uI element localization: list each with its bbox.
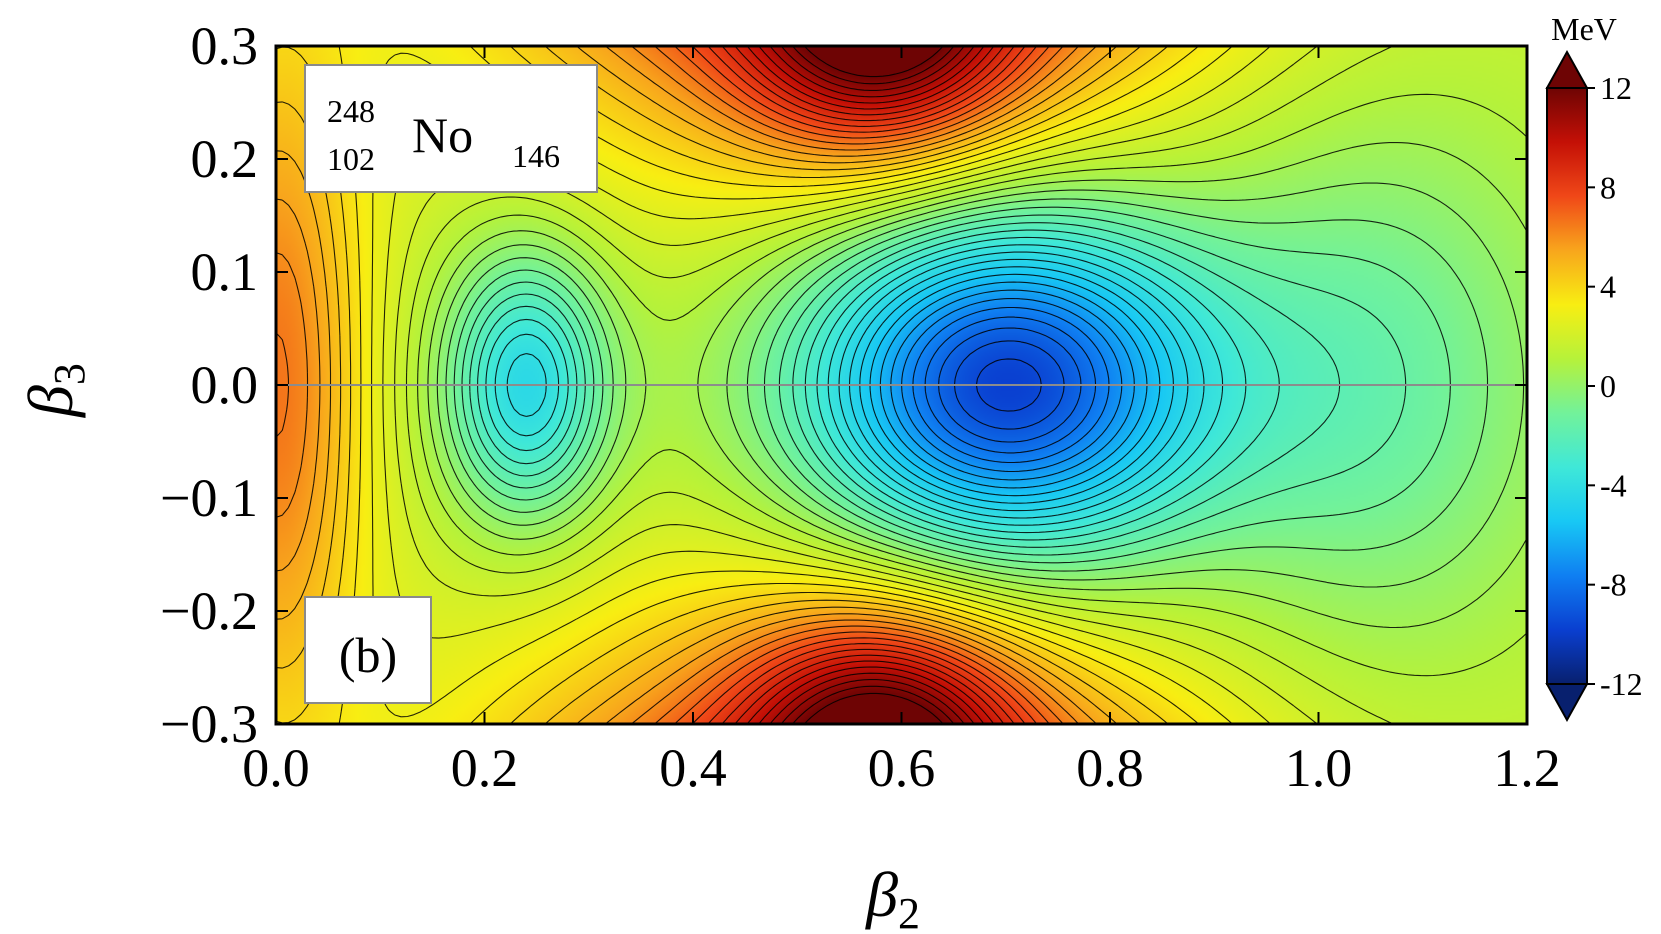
x-axis-ticks: 0.0 0.2 0.4 0.6 0.8 1.0 1.2 — [242, 46, 1561, 798]
colorbar-tick-label: 0 — [1600, 368, 1616, 404]
x-tick-label: 0.2 — [451, 738, 519, 798]
colorbar-tick-label: -8 — [1600, 567, 1627, 603]
svg-text:β2: β2 — [864, 859, 920, 934]
colorbar: MeV 12 8 4 0 -4 -8 -12 — [1545, 11, 1643, 723]
y-tick-label: −0.1 — [160, 468, 258, 528]
colorbar-ticks: 12 8 4 0 -4 -8 -12 — [1587, 70, 1643, 702]
panel-label-box: (b) — [304, 596, 432, 704]
y-axis-title: β3 — [15, 363, 94, 419]
neutron-number: 146 — [512, 138, 560, 174]
mass-number: 248 — [327, 93, 375, 129]
y-tick-label: 0.2 — [191, 129, 259, 189]
panel-label: (b) — [339, 627, 397, 683]
x-axis-title: β2 — [864, 859, 920, 934]
colorbar-tick-label: 8 — [1600, 169, 1616, 205]
colorbar-unit: MeV — [1551, 11, 1617, 47]
x-tick-label: 0.8 — [1076, 738, 1144, 798]
colorbar-extend-bottom — [1545, 683, 1589, 723]
y-tick-label: 0.3 — [191, 16, 259, 76]
y-axis-subscript: 3 — [45, 363, 94, 385]
x-tick-label: 0.4 — [659, 738, 727, 798]
y-axis-ticks: 0.3 0.2 0.1 0.0 −0.1 −0.2 −0.3 — [160, 16, 1527, 754]
y-tick-label: −0.3 — [160, 694, 258, 754]
colorbar-tick-label: -4 — [1600, 467, 1627, 503]
svg-text:β3: β3 — [15, 363, 94, 419]
x-tick-label: 0.6 — [868, 738, 936, 798]
y-tick-label: 0.1 — [191, 242, 259, 302]
x-tick-label: 0.0 — [242, 738, 310, 798]
element-symbol: No — [412, 107, 473, 163]
colorbar-tick-label: 4 — [1600, 269, 1616, 305]
x-axis-label: β — [864, 859, 898, 930]
proton-number: 102 — [327, 141, 375, 177]
contour-path — [275, 45, 1528, 725]
y-tick-label: 0.0 — [191, 355, 259, 415]
x-axis-subscript: 2 — [898, 889, 920, 934]
colorbar-gradient — [1546, 87, 1588, 685]
colorbar-extend-top — [1545, 49, 1589, 89]
x-tick-label: 1.2 — [1493, 738, 1561, 798]
x-tick-label: 1.0 — [1285, 738, 1353, 798]
nucleus-label-box: 248 102 No 146 — [304, 64, 598, 193]
y-tick-label: −0.2 — [160, 581, 258, 641]
colorbar-tick-label: -12 — [1600, 666, 1643, 702]
y-axis-label: β — [15, 385, 86, 419]
colorbar-tick-label: 12 — [1600, 70, 1632, 106]
contour-lines — [275, 45, 1528, 725]
